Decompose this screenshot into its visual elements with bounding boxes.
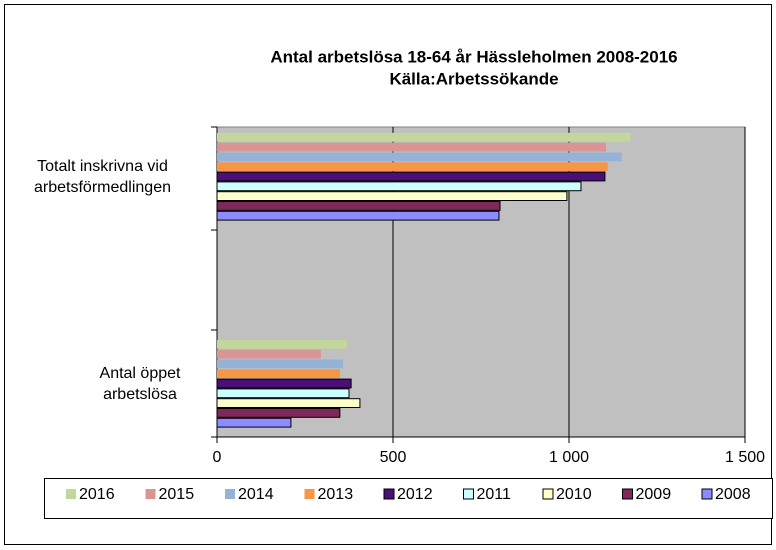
legend-swatch — [463, 488, 474, 500]
legend-swatch — [66, 489, 76, 499]
bar — [217, 349, 321, 359]
bar — [216, 388, 350, 399]
x-tick-label: 1 500 — [725, 449, 765, 466]
legend-swatch — [383, 488, 395, 500]
legend-label: 2010 — [556, 486, 592, 503]
legend-label: 2008 — [715, 486, 751, 503]
bar — [217, 152, 622, 162]
legend-swatch — [225, 489, 235, 499]
bar — [217, 142, 606, 152]
chart-title: Antal arbetslösa 18-64 år Hässleholmen 2… — [270, 47, 677, 66]
bar — [216, 181, 582, 192]
legend-box — [44, 478, 773, 519]
legend-swatch — [145, 489, 156, 499]
bar — [217, 369, 340, 379]
bar — [217, 162, 608, 172]
legend-swatch — [542, 488, 554, 500]
legend-swatch — [622, 488, 633, 500]
x-tick-label: 0 — [213, 449, 222, 466]
legend-label: 2012 — [397, 486, 433, 503]
legend-label: 2015 — [159, 486, 195, 503]
bar — [217, 359, 344, 369]
bar — [216, 417, 292, 428]
legend-label: 2011 — [477, 486, 512, 503]
bar — [216, 378, 352, 389]
legend-swatch — [701, 488, 713, 500]
bar — [216, 408, 341, 418]
chart-subtitle: Källa:Arbetssökande — [389, 69, 558, 88]
legend-label: 2016 — [79, 486, 115, 503]
bar — [217, 132, 631, 142]
bar — [216, 210, 500, 221]
legend-label: 2014 — [238, 486, 274, 503]
legend-label: 2013 — [318, 486, 354, 503]
bar — [216, 191, 568, 201]
x-tick-label: 1 000 — [549, 449, 589, 466]
legend-label: 2009 — [636, 486, 672, 503]
y-tick-label: Totalt inskrivna vid arbetsförmedlingen — [34, 158, 171, 196]
bar — [216, 398, 361, 409]
legend-swatch — [304, 489, 315, 499]
bar — [216, 171, 606, 182]
y-tick-label: Antal öppet arbetslösa — [99, 365, 181, 403]
bar — [217, 339, 347, 349]
x-tick-label: 500 — [380, 449, 407, 466]
bar — [216, 201, 501, 211]
